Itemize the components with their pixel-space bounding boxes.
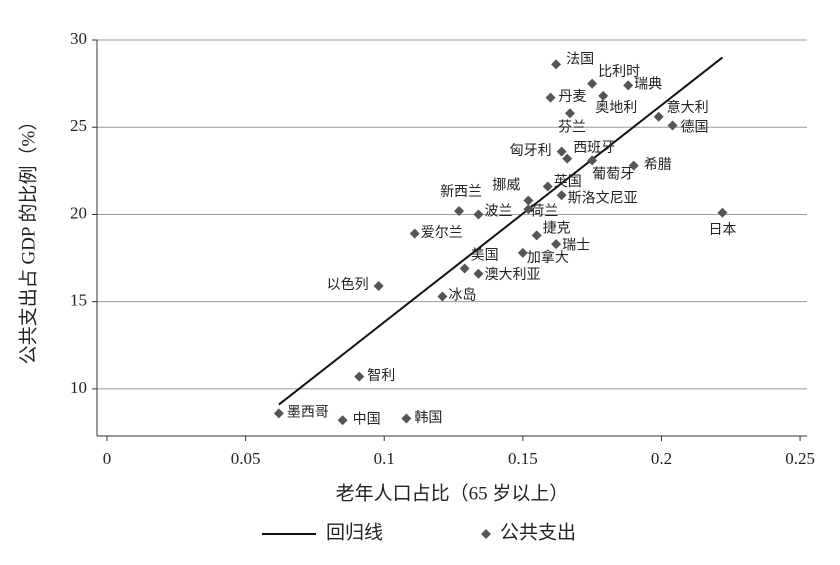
point	[653, 111, 664, 122]
point	[628, 160, 639, 171]
y-tick-label: 20	[70, 203, 87, 222]
point	[337, 415, 348, 426]
y-tick-label: 30	[70, 29, 87, 48]
y-tick-label: 10	[70, 378, 87, 397]
x-tick-label: 0.1	[374, 449, 395, 468]
point	[473, 268, 484, 279]
point-label: 比利时	[598, 64, 640, 80]
point	[517, 247, 528, 258]
point-label: 英国	[554, 173, 582, 190]
point-label: 墨西哥	[287, 406, 329, 421]
point-label: 法国	[566, 52, 594, 68]
point-label: 挪威	[492, 178, 520, 194]
point	[545, 92, 556, 103]
x-tick-label: 0.15	[508, 449, 538, 468]
point-label: 波兰	[484, 204, 512, 220]
point-label: 瑞典	[634, 77, 662, 93]
legend-marker	[481, 529, 491, 539]
point-label: 希腊	[644, 157, 672, 173]
point-label: 匈牙利	[510, 143, 552, 159]
point	[551, 239, 562, 250]
point-label: 捷克	[543, 221, 571, 237]
point	[273, 408, 284, 419]
point-label: 冰岛	[448, 288, 476, 304]
point	[354, 371, 365, 382]
x-tick-label: 0.2	[651, 449, 672, 468]
point	[437, 291, 448, 302]
point-label: 爱尔兰	[421, 225, 463, 241]
y-axis-title: 公共支出占 GDP 的比例（%）	[17, 112, 39, 365]
x-tick-label: 0.05	[231, 449, 261, 468]
point-label: 澳大利亚	[484, 267, 540, 283]
point	[562, 153, 573, 164]
point	[551, 59, 562, 70]
x-axis-title: 老年人口占比（65 岁以上）	[336, 482, 569, 504]
point	[623, 80, 634, 91]
x-tick-label: 0.25	[785, 449, 815, 468]
point	[373, 280, 384, 291]
point-label: 以色列	[327, 276, 369, 293]
point	[454, 205, 465, 216]
point	[587, 78, 598, 89]
point-label: 中国	[353, 412, 381, 428]
point	[564, 108, 575, 119]
point	[587, 155, 598, 166]
point	[556, 190, 567, 201]
point	[409, 228, 420, 239]
y-tick-label: 25	[70, 116, 87, 135]
point	[531, 230, 542, 241]
point	[542, 181, 553, 192]
point-label: 韩国	[414, 410, 442, 426]
y-tick-label: 15	[70, 291, 87, 310]
point-label: 加拿大	[527, 249, 569, 266]
point	[523, 195, 534, 206]
point-label: 美国	[471, 248, 499, 264]
legend-label: 回归线	[326, 521, 383, 543]
point-label: 新西兰	[440, 184, 482, 200]
x-tick-label: 0	[103, 449, 112, 468]
regression-line	[278, 56, 724, 406]
legend-label: 公共支出	[500, 521, 576, 543]
point-label: 西班牙	[573, 140, 615, 156]
point-label: 丹麦	[559, 89, 587, 105]
point-label: 葡萄牙	[592, 167, 634, 183]
point	[556, 146, 567, 157]
point	[401, 413, 412, 424]
point-label: 斯洛文尼亚	[568, 190, 638, 206]
point-label: 奥地利	[595, 99, 637, 116]
point	[717, 207, 728, 218]
point	[598, 90, 609, 101]
point	[459, 263, 470, 274]
point-label: 智利	[367, 368, 395, 384]
point-label: 日本	[708, 222, 736, 238]
point	[473, 209, 484, 220]
point-label: 意大利	[667, 99, 709, 116]
point-label: 芬兰	[558, 119, 586, 135]
point-label: 瑞士	[562, 237, 590, 253]
point	[667, 120, 678, 131]
point	[523, 204, 534, 215]
point-label: 德国	[681, 120, 709, 136]
point-label: 荷兰	[530, 203, 558, 219]
